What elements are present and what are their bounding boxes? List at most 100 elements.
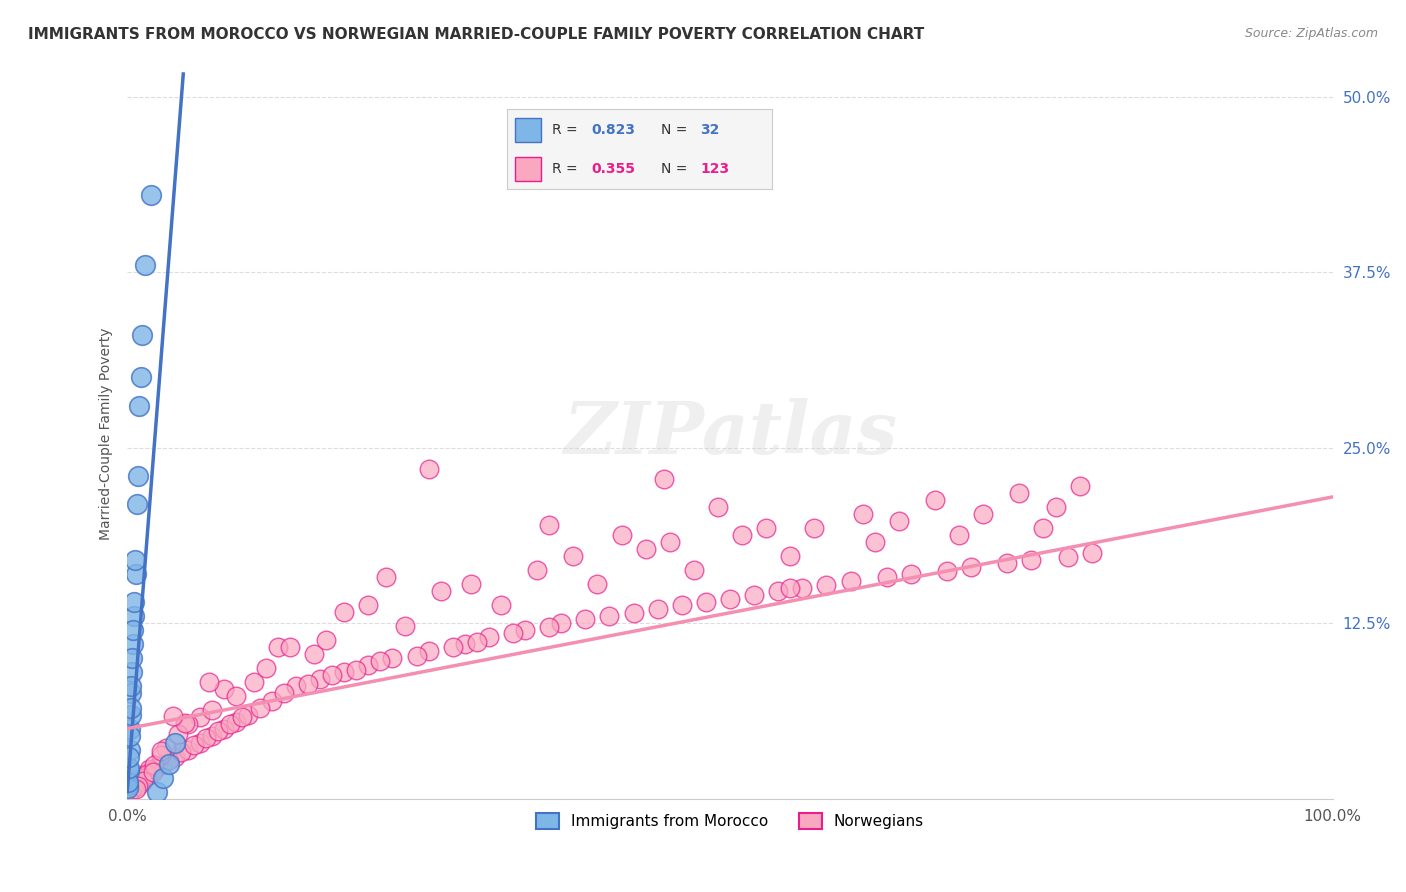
Point [120,722,142,736]
Point [526,563,548,577]
Point [183,739,205,753]
Point [1008,485,1031,500]
Point [731,528,754,542]
Point [225,690,247,704]
Point [357,598,380,612]
Point [198,675,221,690]
Point [121,624,143,638]
Point [176,717,198,731]
Point [124,779,146,793]
Point [118,749,141,764]
Point [243,675,266,690]
Point [478,630,501,644]
Point [128,399,150,413]
Point [418,462,440,476]
Point [225,714,247,729]
Point [118,729,141,743]
Point [370,654,392,668]
Point [623,607,645,621]
Point [128,771,150,785]
Point [125,497,148,511]
Point [121,686,143,700]
Point [131,328,153,343]
Point [429,584,451,599]
Point [121,665,143,680]
Point [134,258,156,272]
Point [1080,546,1102,560]
Point [1069,478,1091,492]
Point [394,619,416,633]
Point [610,528,633,542]
Point [502,626,524,640]
Point [150,744,173,758]
Point [333,665,356,680]
Point [124,553,146,567]
Point [127,779,149,793]
Point [122,637,145,651]
Point [249,700,271,714]
Point [695,595,717,609]
Point [333,605,356,619]
Point [194,731,217,746]
Point [815,578,838,592]
Point [792,581,814,595]
Point [254,661,277,675]
Point [863,534,886,549]
Point [381,651,404,665]
Point [124,609,146,624]
Point [231,710,253,724]
Point [212,682,235,697]
Point [188,736,211,750]
Point [152,771,174,785]
Point [803,521,825,535]
Point [344,663,367,677]
Point [174,716,197,731]
Point [236,707,259,722]
Point [309,673,332,687]
Point [176,742,198,756]
Point [207,724,229,739]
Point [779,549,801,563]
Point [375,570,398,584]
Point [489,598,512,612]
Point [768,584,790,599]
Point [138,762,160,776]
Point [405,648,427,663]
Point [513,624,536,638]
Point [170,746,193,760]
Point [165,736,187,750]
Point [682,563,704,577]
Point [418,644,440,658]
Point [900,567,922,582]
Point [707,500,730,514]
Point [212,722,235,736]
Point [742,588,765,602]
Point [127,468,149,483]
Point [755,521,778,535]
Point [120,707,142,722]
Point [315,633,337,648]
Text: Source: ZipAtlas.com: Source: ZipAtlas.com [1244,27,1378,40]
Point [188,710,211,724]
Point [120,700,142,714]
Point [852,507,875,521]
Point [302,647,325,661]
Point [1045,500,1067,514]
Point [125,782,148,797]
Point [538,620,561,634]
Point [278,640,301,655]
Point [118,785,141,799]
Point [887,514,910,528]
Point [658,534,681,549]
Point [357,658,380,673]
Point [142,765,165,780]
Point [779,581,801,595]
Point [267,640,290,655]
Point [117,778,139,792]
Point [454,637,477,651]
Point [273,686,295,700]
Point [671,598,693,612]
Point [117,780,139,795]
Point [972,507,994,521]
Point [122,595,145,609]
